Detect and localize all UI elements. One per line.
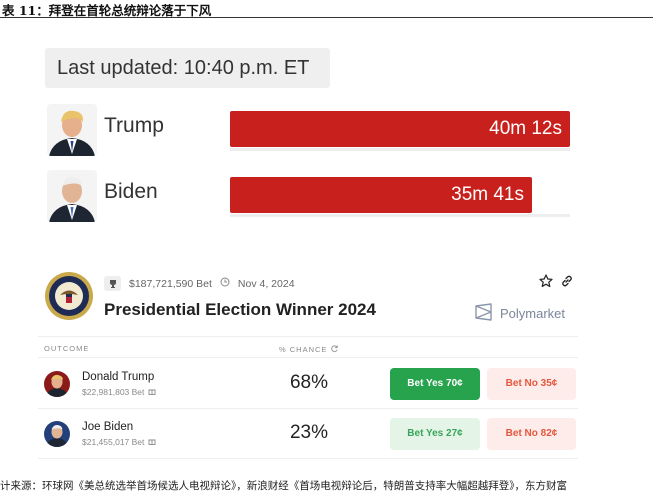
gift-icon[interactable] (148, 437, 156, 447)
trump-avatar (44, 371, 70, 397)
star-icon[interactable] (539, 274, 553, 293)
outcome-chance: 68% (289, 372, 329, 393)
bar-track (230, 148, 570, 151)
polymarket-logo-icon (474, 303, 494, 324)
biden-avatar (44, 421, 70, 447)
header-outcome: OUTCOME (44, 344, 90, 353)
table-row[interactable]: Joe Biden $21,455,017 Bet 23% Bet Yes 27… (38, 409, 578, 459)
speaking-time-row-trump: Trump 40m 12s (45, 102, 575, 158)
biden-portrait (47, 170, 97, 222)
trump-portrait (47, 104, 97, 156)
speaking-time-bar-trump: 40m 12s (230, 111, 570, 147)
figure-title: 表 11：拜登在首轮总统辩论落于下风 (2, 3, 212, 18)
outcome-name[interactable]: Joe Biden (82, 421, 134, 433)
outcome-volume: $21,455,017 Bet (82, 437, 156, 447)
header-chance-label: % CHANCE (279, 345, 328, 354)
bet-no-button[interactable]: Bet No 35¢ (487, 368, 576, 400)
outcome-volume: $22,981,803 Bet (82, 387, 156, 397)
link-icon[interactable] (560, 274, 574, 293)
market-title[interactable]: Presidential Election Winner 2024 (104, 300, 376, 319)
speaking-time-bar-biden: 35m 41s (230, 177, 532, 213)
gift-icon[interactable] (148, 387, 156, 397)
polymarket-brand-name: Polymarket (500, 306, 566, 321)
figure-source: 计来源：环球网《美总统选举首场候选人电视辩论》，新浪财经《首场电视辩论后，特朗普… (0, 480, 567, 492)
speaking-time-row-biden: Biden 35m 41s (45, 168, 575, 224)
last-updated-label: Last updated: 10:40 p.m. ET (45, 48, 330, 88)
market-end-date: Nov 4, 2024 (237, 277, 295, 290)
title-divider (0, 17, 653, 18)
trophy-icon (104, 276, 121, 291)
polymarket-brand: Polymarket (474, 303, 565, 324)
outcome-volume-text: $21,455,017 Bet (82, 437, 145, 447)
refresh-icon[interactable] (330, 344, 339, 355)
table-row[interactable]: Donald Trump $22,981,803 Bet 68% Bet Yes… (38, 359, 578, 409)
bet-no-button[interactable]: Bet No 82¢ (487, 418, 576, 450)
outcome-volume-text: $22,981,803 Bet (82, 387, 145, 397)
clock-icon (220, 277, 230, 290)
speaker-name-trump: Trump (104, 114, 164, 137)
market-volume: $187,721,590 Bet (129, 277, 212, 290)
bar-track (230, 214, 570, 217)
presidential-seal-icon (44, 271, 94, 321)
outcome-name[interactable]: Donald Trump (82, 371, 155, 383)
speaker-name-biden: Biden (104, 180, 158, 203)
outcome-chance: 23% (289, 422, 329, 443)
table-header: OUTCOME % CHANCE (38, 336, 578, 358)
market-meta: $187,721,590 Bet Nov 4, 2024 (104, 276, 295, 291)
bet-yes-button[interactable]: Bet Yes 27¢ (390, 418, 480, 450)
header-chance: % CHANCE (279, 344, 339, 355)
bet-yes-button[interactable]: Bet Yes 70¢ (390, 368, 480, 400)
